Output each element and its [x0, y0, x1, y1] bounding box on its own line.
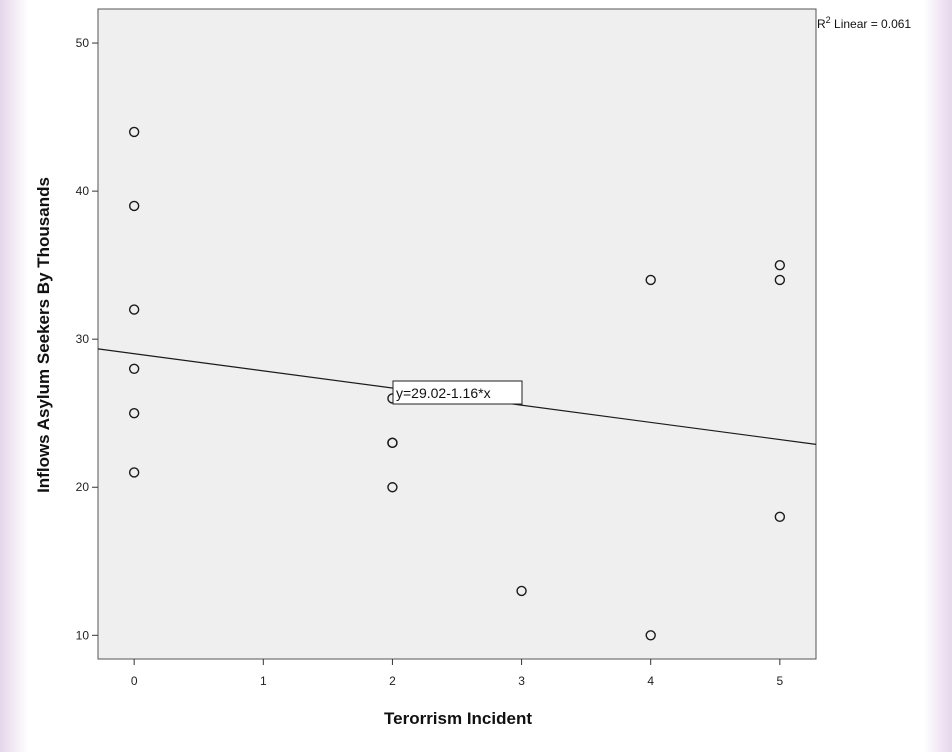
- y-tick-label: 20: [76, 480, 90, 494]
- r2-superscript: 2: [826, 15, 831, 25]
- x-tick-label: 2: [389, 674, 396, 688]
- y-tick-label: 30: [76, 332, 90, 346]
- x-axis: 0 1 2 3 4 5: [131, 659, 783, 688]
- data-point: [645, 274, 656, 286]
- data-point: [387, 482, 398, 493]
- data-point: [128, 126, 140, 138]
- x-axis-title: Terorrism Incident: [384, 709, 532, 728]
- data-point: [128, 408, 140, 419]
- data-point: [387, 437, 398, 449]
- r2-prefix: R: [817, 17, 826, 31]
- data-point: [128, 304, 140, 315]
- x-tick-label: 4: [647, 674, 654, 688]
- x-tick-label: 1: [260, 674, 267, 688]
- plot-area: [97, 8, 817, 660]
- data-point: [774, 511, 786, 523]
- x-tick-label: 0: [131, 674, 138, 688]
- equation-annotation: y=29.02-1.16*x: [392, 380, 523, 405]
- data-point: [128, 363, 140, 374]
- equation-label: y=29.02-1.16*x: [396, 385, 491, 401]
- data-point: [128, 200, 140, 212]
- equation-box: [392, 380, 523, 405]
- data-point: [128, 467, 140, 478]
- data-point: [774, 274, 786, 286]
- data-point: [645, 630, 656, 641]
- r2-label: R2 Linear = 0.061: [817, 15, 911, 31]
- y-axis-title: Inflows Asylum Seekers By Thousands: [34, 177, 53, 493]
- y-tick-label: 50: [76, 36, 90, 50]
- y-tick-label: 40: [76, 184, 90, 198]
- x-tick-label: 5: [776, 674, 783, 688]
- x-tick-label: 3: [518, 674, 525, 688]
- data-point: [774, 259, 786, 271]
- data-point: [516, 585, 527, 597]
- y-tick-label: 10: [76, 628, 90, 642]
- y-axis: 10 20 30 40 50: [76, 36, 98, 642]
- r2-suffix: Linear = 0.061: [831, 17, 912, 31]
- data-points: [128, 126, 786, 641]
